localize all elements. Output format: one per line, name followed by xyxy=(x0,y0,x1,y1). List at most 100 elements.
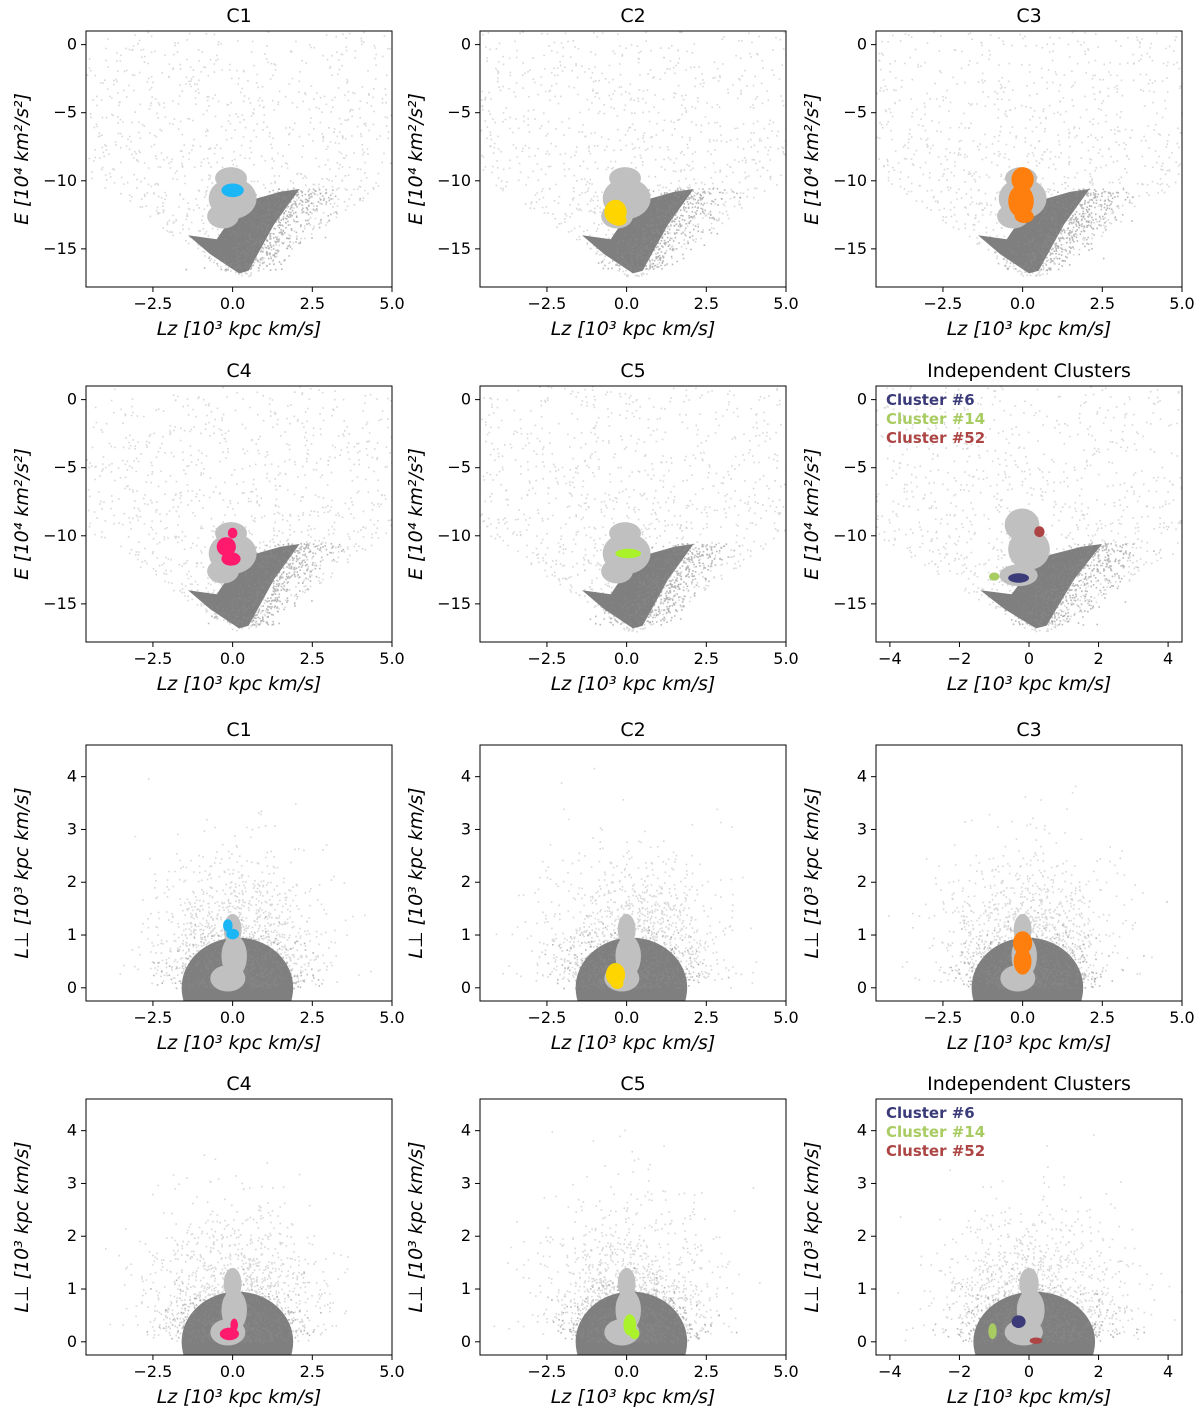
highlight-cluster xyxy=(610,214,627,226)
plot-area xyxy=(480,31,786,278)
y-tick-label: 0 xyxy=(67,1332,77,1351)
x-tick-label: 2.5 xyxy=(300,1008,325,1027)
panel-title: C4 xyxy=(226,360,251,382)
y-axis-label: L⊥ [10³ kpc km/s] xyxy=(405,787,427,958)
y-tick-label: 3 xyxy=(857,1173,867,1192)
x-tick-label: 5.0 xyxy=(773,294,798,313)
x-tick-label: −2 xyxy=(948,1362,972,1381)
y-tick-label: 3 xyxy=(461,819,471,838)
x-tick-label: 5.0 xyxy=(379,649,404,668)
x-axis-label: Lz [10³ kpc km/s] xyxy=(947,318,1112,340)
x-tick-label: 5.0 xyxy=(1169,1008,1194,1027)
panel: −2.5 0.0 2.5 5.0 0 1 2 3 4 C3 Lz [10³ kpc km/s] L⊥ … xyxy=(801,719,1195,1054)
y-tick-label: −15 xyxy=(437,239,471,258)
x-axis-label: Lz [10³ kpc km/s] xyxy=(947,673,1112,695)
disc-points xyxy=(1004,542,1155,626)
y-tick-label: 4 xyxy=(67,1121,77,1140)
x-axis-label: Lz [10³ kpc km/s] xyxy=(551,1032,716,1054)
highlight-cluster xyxy=(629,1328,640,1340)
x-tick-label: −2.5 xyxy=(134,294,173,313)
plot-area xyxy=(105,1154,349,1355)
y-axis-label: E [10⁴ km²/s²] xyxy=(801,93,823,225)
x-tick-label: 2.5 xyxy=(1090,294,1115,313)
highlight-cluster xyxy=(1014,209,1034,223)
y-tick-label: 0 xyxy=(67,390,77,409)
y-axis-label: L⊥ [10³ kpc km/s] xyxy=(801,1141,823,1312)
cluster-region xyxy=(1008,528,1050,570)
x-tick-label: 2.5 xyxy=(1090,1008,1115,1027)
y-tick-label: −15 xyxy=(833,239,867,258)
y-tick-label: −15 xyxy=(43,239,77,258)
x-tick-label: 0.0 xyxy=(1010,1008,1035,1027)
x-tick-label: 5.0 xyxy=(773,649,798,668)
y-tick-label: 2 xyxy=(857,1226,867,1245)
highlight-cluster xyxy=(610,978,624,989)
y-tick-label: 0 xyxy=(857,978,867,997)
y-tick-label: 0 xyxy=(461,35,471,54)
x-axis-label: Lz [10³ kpc km/s] xyxy=(551,318,716,340)
halo-points xyxy=(876,31,1182,277)
legend-entry: Cluster #6 xyxy=(886,391,975,409)
axes-frame xyxy=(479,385,787,643)
panel-title: C1 xyxy=(226,5,251,27)
y-tick-label: 4 xyxy=(857,1121,867,1140)
highlight-cluster xyxy=(1013,931,1033,955)
x-tick-label: −2.5 xyxy=(924,294,963,313)
legend-entry: Cluster #52 xyxy=(886,429,985,447)
y-tick-label: 4 xyxy=(461,767,471,786)
x-tick-label: −2.5 xyxy=(528,1008,567,1027)
highlight-cluster xyxy=(227,527,238,539)
plot-area xyxy=(876,31,1182,277)
panel-title: C2 xyxy=(620,5,645,27)
y-axis-label: E [10⁴ km²/s²] xyxy=(405,448,427,580)
x-tick-label: 2.5 xyxy=(300,649,325,668)
x-tick-label: −2.5 xyxy=(134,1008,173,1027)
panel: −2.5 0.0 2.5 5.0 0 −5 −10 −15 C2 Lz [10³ kpc km/s… xyxy=(405,5,799,340)
x-axis-label: Lz [10³ kpc km/s] xyxy=(551,673,716,695)
x-tick-label: −2.5 xyxy=(528,1362,567,1381)
axes-frame xyxy=(875,30,1183,288)
y-tick-label: 1 xyxy=(67,1279,77,1298)
x-tick-label: 2 xyxy=(1093,1362,1103,1381)
plot-area xyxy=(86,31,392,278)
y-tick-label: 3 xyxy=(461,1173,471,1192)
highlight-cluster xyxy=(230,1318,238,1332)
panel-title: C5 xyxy=(620,360,645,382)
disc-wedge xyxy=(980,544,1102,629)
x-tick-label: −4 xyxy=(878,649,902,668)
y-tick-label: −5 xyxy=(447,458,471,477)
axes-frame xyxy=(479,30,787,288)
plot-area xyxy=(876,386,1182,633)
panel: −2.5 0.0 2.5 5.0 0 1 2 3 4 C5 Lz [10³ kpc km/s] L⊥ … xyxy=(405,1073,799,1408)
y-tick-label: 4 xyxy=(461,1121,471,1140)
halo-points xyxy=(480,386,786,633)
disc-points xyxy=(544,915,730,990)
panel: −4 −2 0 2 4 0 1 2 3 4 Independent Clusters Lz [10³ … xyxy=(801,1073,1183,1408)
x-axis-label: Lz [10³ kpc km/s] xyxy=(947,1032,1112,1054)
x-tick-label: 5.0 xyxy=(773,1008,798,1027)
x-tick-label: 0.0 xyxy=(220,649,245,668)
x-tick-label: 4 xyxy=(1163,649,1173,668)
x-tick-label: 0 xyxy=(1024,1362,1034,1381)
highlight-cluster xyxy=(226,928,240,940)
y-tick-label: 3 xyxy=(857,819,867,838)
x-tick-label: 5.0 xyxy=(379,1362,404,1381)
panel-title: C5 xyxy=(620,1073,645,1095)
y-tick-label: 1 xyxy=(857,925,867,944)
disc-wedge xyxy=(188,544,300,629)
plot-area xyxy=(493,1129,761,1355)
x-tick-label: 2.5 xyxy=(694,1362,719,1381)
y-tick-label: 0 xyxy=(461,978,471,997)
cluster-region xyxy=(210,965,246,992)
y-tick-label: 0 xyxy=(857,1332,867,1351)
x-tick-label: 0.0 xyxy=(614,294,639,313)
disc-points xyxy=(589,543,741,626)
highlight-cluster xyxy=(223,919,233,932)
y-tick-label: −5 xyxy=(843,458,867,477)
y-tick-label: 3 xyxy=(67,1173,77,1192)
panel-title: C4 xyxy=(226,1073,251,1095)
disc-wedge xyxy=(188,189,300,274)
y-tick-label: −10 xyxy=(43,171,77,190)
plot-area xyxy=(480,386,786,633)
